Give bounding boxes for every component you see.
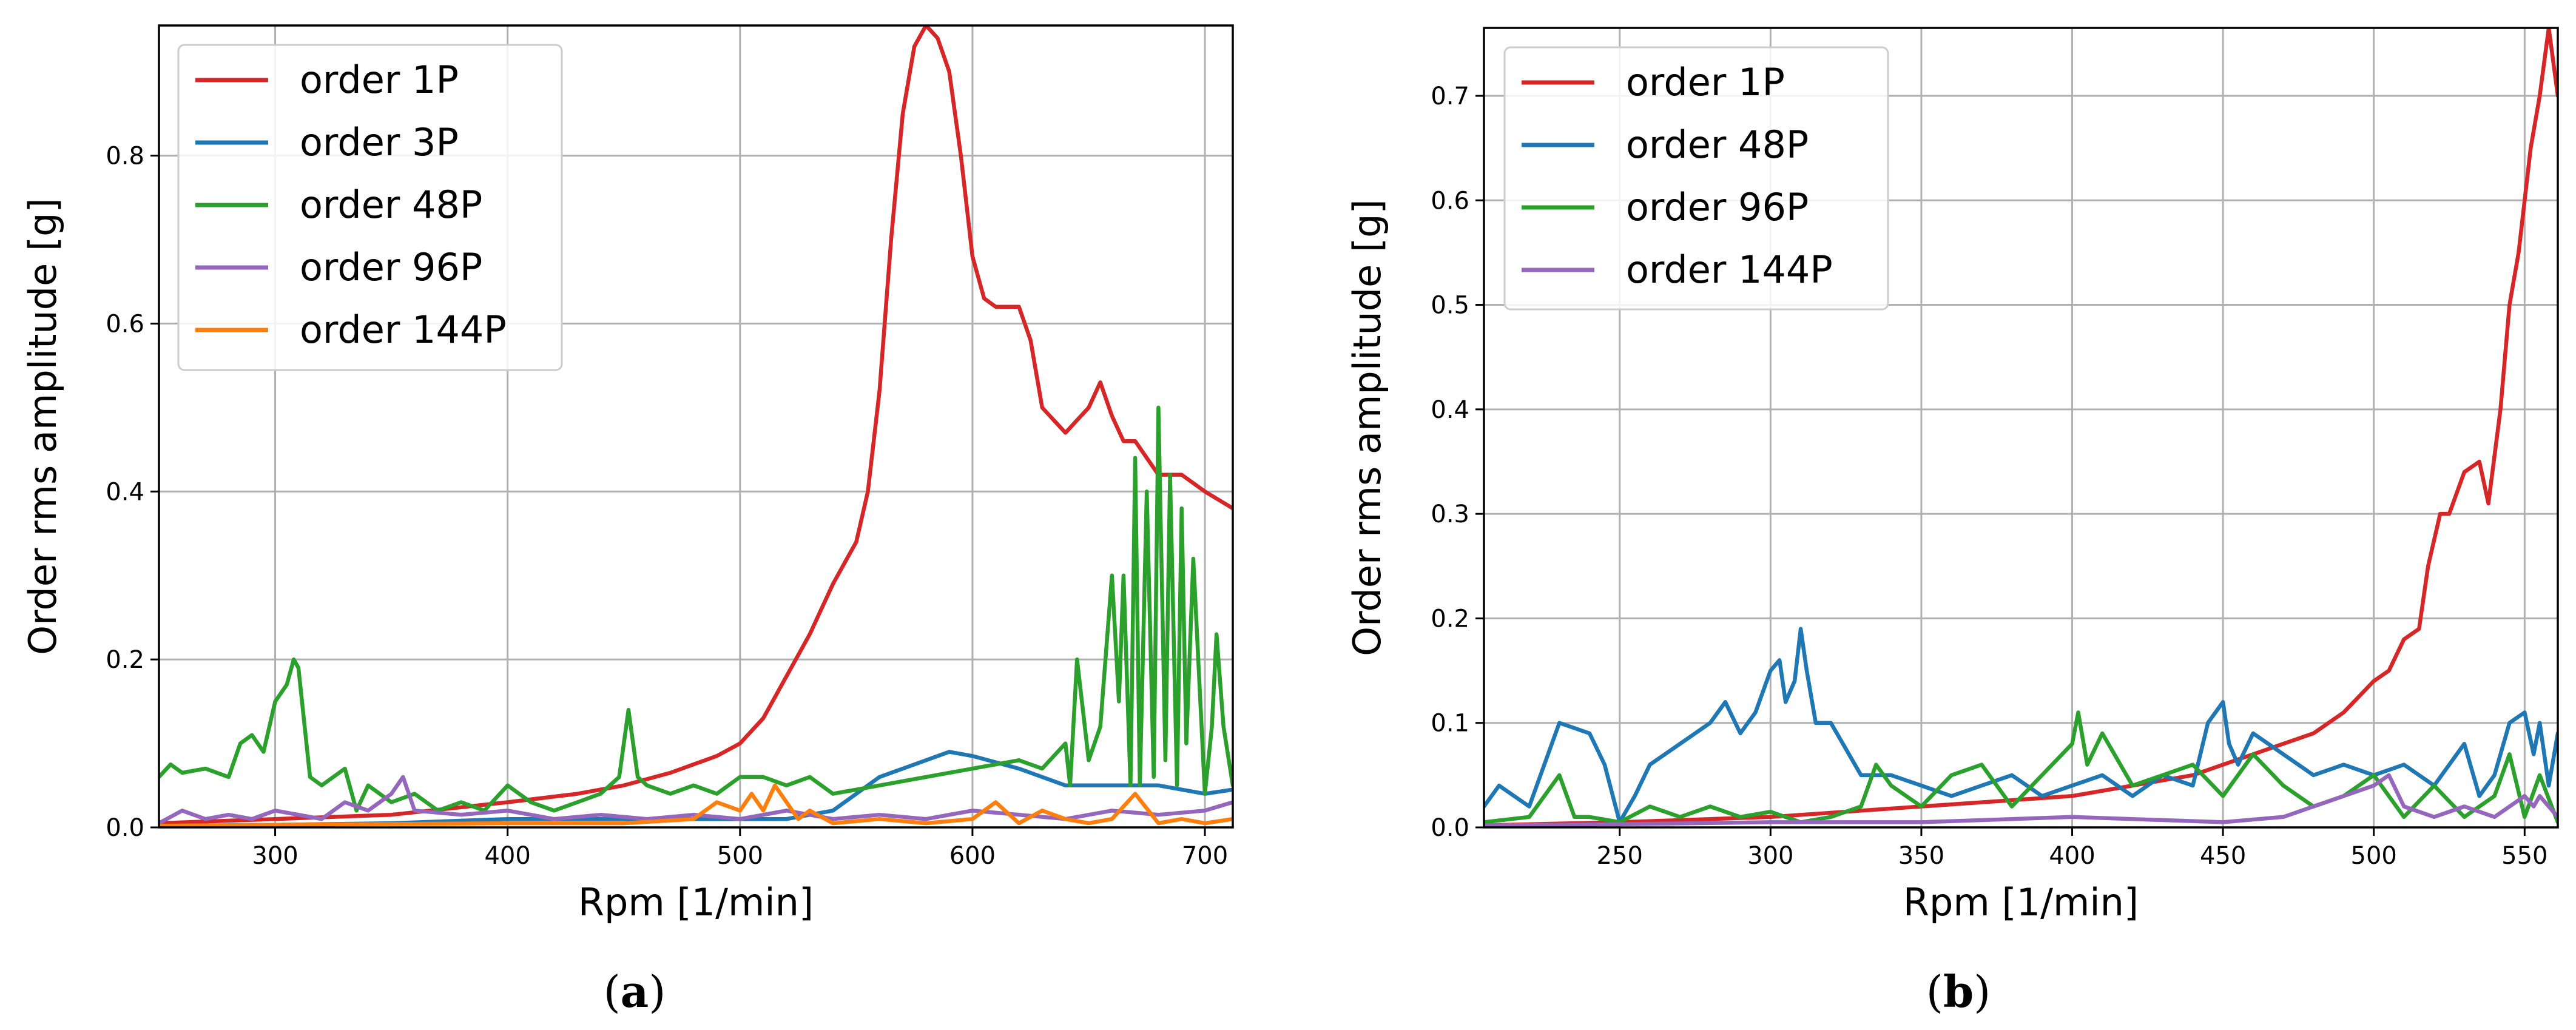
series-line-order-48p <box>159 405 1233 813</box>
y-axis-label: Order rms amplitude [g] <box>1345 199 1389 656</box>
y-axis-label: Order rms amplitude [g] <box>21 198 65 655</box>
series-line-order-3p <box>159 750 1233 827</box>
legend-label: order 1P <box>1626 60 1785 104</box>
series-line-order-144p <box>159 783 1233 827</box>
series-line-order-144p <box>1484 773 2558 827</box>
series-line-order-1p <box>159 25 1233 826</box>
x-tick-label: 600 <box>949 842 996 870</box>
y-tick-label: 0.1 <box>1431 710 1469 738</box>
legend-label: order 144P <box>300 308 507 352</box>
y-tick-label: 0.8 <box>106 143 144 170</box>
legend-label: order 96P <box>300 245 482 289</box>
subfigure-caption: (b) <box>1926 966 1991 1017</box>
y-tick-label: 0.7 <box>1431 82 1469 110</box>
chart-a: 300 400 500 600 700 0.0 0.2 0.4 0.6 0.8 Rpm [1/min… <box>21 24 1234 1017</box>
legend: order 1P order 3P order 48P order 96P order … <box>177 44 563 371</box>
y-tick-label: 0.6 <box>1431 187 1469 215</box>
x-tick-label: 300 <box>1747 842 1793 870</box>
legend-label: order 1P <box>300 58 459 102</box>
x-tick-label: 500 <box>2351 842 2397 870</box>
y-tick-label: 0.5 <box>1431 292 1469 320</box>
plot-frame <box>158 24 1234 829</box>
x-tick-label: 550 <box>2501 842 2547 870</box>
x-tick-label: 450 <box>2200 842 2246 870</box>
y-tick-label: 0.2 <box>1431 605 1469 633</box>
legend-box <box>177 44 563 371</box>
y-tick-label: 0.0 <box>1431 814 1469 842</box>
series-line-order-96p <box>1484 710 2558 824</box>
x-tick-label: 400 <box>2049 842 2095 870</box>
y-tick-label: 0.4 <box>106 478 144 506</box>
x-axis-label: Rpm [1/min] <box>578 880 814 924</box>
x-tick-label: 350 <box>1898 842 1944 870</box>
legend-label: order 3P <box>300 120 459 164</box>
legend-label: order 144P <box>1626 247 1833 292</box>
x-tick-label: 250 <box>1597 842 1643 870</box>
legend-box <box>1503 46 1889 311</box>
legend-label: order 48P <box>300 183 482 227</box>
x-axis-label: Rpm [1/min] <box>1903 880 2139 924</box>
legend-label: order 48P <box>1626 123 1809 167</box>
subfigure-caption: (a) <box>604 966 666 1017</box>
series-line-order-1p <box>1484 28 2558 827</box>
y-tick-label: 0.4 <box>1431 396 1469 424</box>
legend-label: order 96P <box>1626 185 1809 229</box>
plot-frame <box>1483 27 2559 829</box>
y-tick-label: 0.0 <box>106 814 144 842</box>
x-tick-label: 400 <box>484 842 530 870</box>
x-tick-label: 300 <box>252 842 298 870</box>
legend: order 1P order 48P order 96P order 144P <box>1503 46 1889 311</box>
y-tick-label: 0.3 <box>1431 500 1469 528</box>
x-tick-label: 500 <box>717 842 763 870</box>
y-tick-label: 0.6 <box>106 310 144 338</box>
x-tick-label: 700 <box>1182 842 1228 870</box>
chart-b: 250 300 350 400 450 500 550 0.0 0.1 0.2 0.3 0.4 0.5 0… <box>1345 27 2559 1017</box>
series-line-order-96p <box>159 775 1233 826</box>
y-tick-label: 0.2 <box>106 646 144 674</box>
series-line-order-48p <box>1484 627 2558 824</box>
